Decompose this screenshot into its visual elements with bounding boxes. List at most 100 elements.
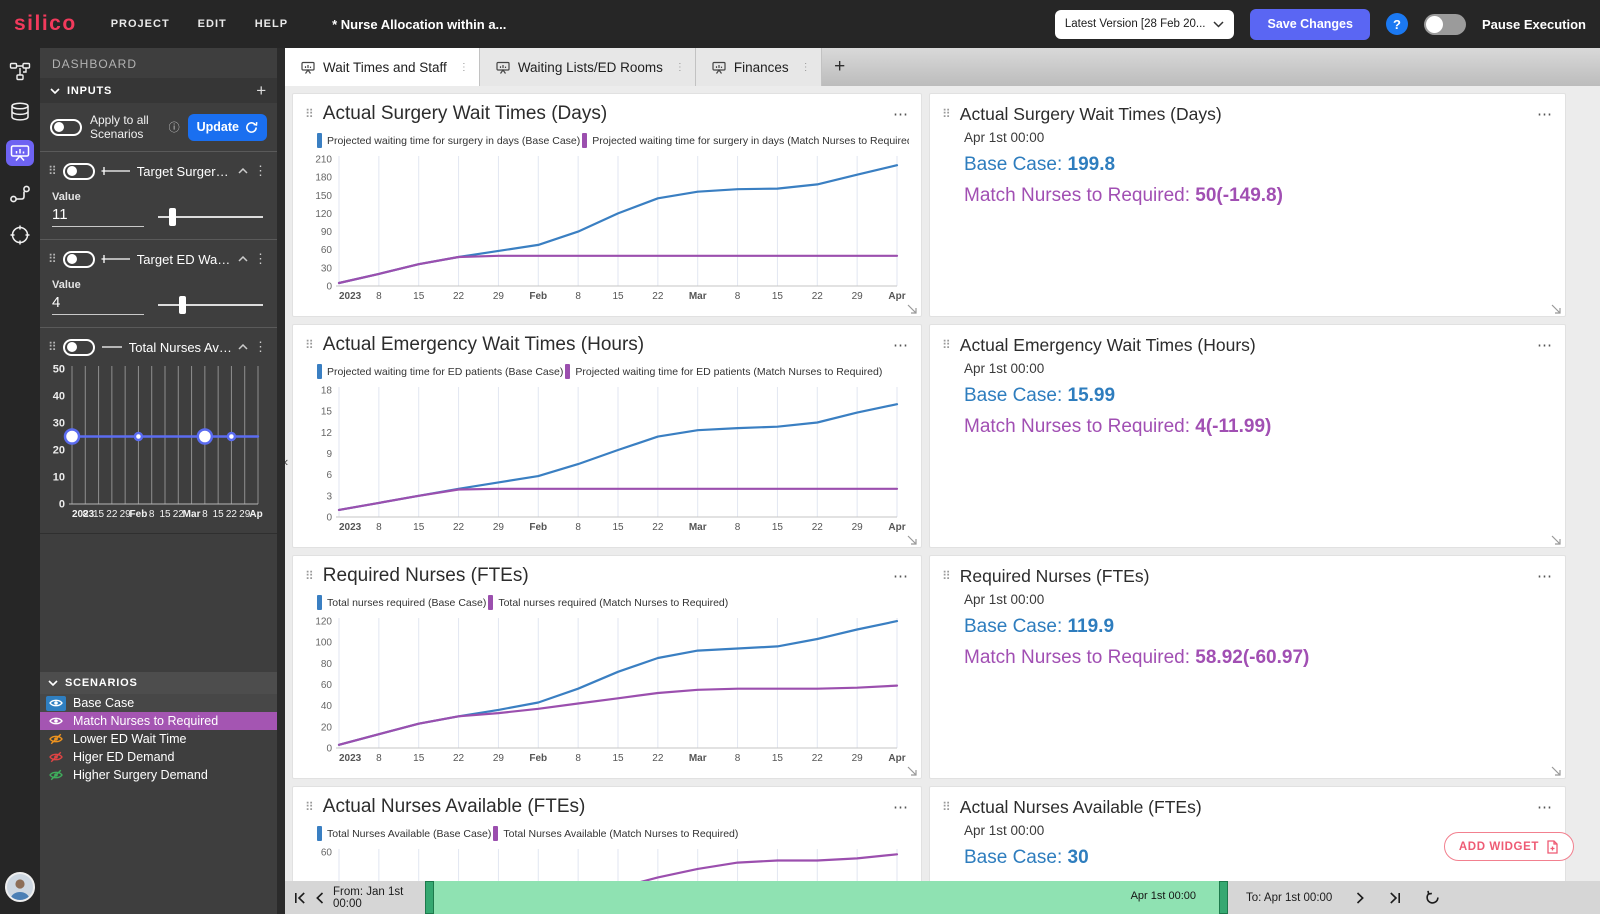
process-flow-icon[interactable] xyxy=(6,181,34,207)
menu-help[interactable]: HELP xyxy=(254,18,289,30)
chevron-up-icon[interactable] xyxy=(238,344,248,350)
drag-handle-icon[interactable]: ⠿ xyxy=(942,107,951,121)
update-button[interactable]: Update xyxy=(187,113,267,141)
slider-handle[interactable] xyxy=(169,207,177,226)
resize-handle-icon[interactable] xyxy=(907,766,917,776)
data-tables-icon[interactable] xyxy=(6,99,34,125)
drag-handle-icon[interactable]: ⠿ xyxy=(942,338,951,352)
value-input[interactable]: 4 xyxy=(52,294,144,315)
resize-handle-icon[interactable] xyxy=(907,304,917,314)
match-scenario-value: Match Nurses to Required: 4(-11.99) xyxy=(964,416,1272,437)
help-icon[interactable]: ? xyxy=(1385,13,1408,35)
input-toggle[interactable] xyxy=(62,162,95,180)
svg-text:0: 0 xyxy=(326,744,332,755)
tab-label: Wait Times and Staff xyxy=(323,59,447,75)
line-chart[interactable]: 0 30 60 90 120 150 180 210 2023 8 15 22 29 Feb 8 15 22 Ma… xyxy=(305,151,907,303)
drag-handle-icon[interactable]: ⠿ xyxy=(942,569,951,583)
eye-slash-icon[interactable] xyxy=(46,750,66,765)
widget-menu-button[interactable]: ⋯ xyxy=(893,106,909,123)
line-chart[interactable]: 020406020238152229Feb81522Mar8152229Apr xyxy=(305,844,907,881)
svg-text:15: 15 xyxy=(93,509,105,520)
eye-slash-icon[interactable] xyxy=(46,732,66,747)
tab-menu-icon[interactable]: ⋮ xyxy=(800,61,811,73)
scenarios-section-header[interactable]: SCENARIOS xyxy=(40,672,277,694)
resize-handle-icon[interactable] xyxy=(1551,535,1561,545)
line-chart[interactable]: 0 3 6 9 12 15 18 2023 8 15 22 29 Feb 8 15 22 Mar 8 15 22 29 A… xyxy=(305,382,907,534)
widget-menu-button[interactable]: ⋯ xyxy=(893,799,909,816)
version-selector[interactable]: Latest Version [28 Feb 20... xyxy=(1054,9,1235,39)
step-forward-icon[interactable] xyxy=(1356,891,1365,904)
apply-all-scenarios-toggle[interactable] xyxy=(50,118,82,136)
tab-finances[interactable]: Finances ⋮ xyxy=(695,48,822,86)
scenario-lower-ed-wait[interactable]: Lower ED Wait Time xyxy=(40,730,277,748)
value-slider[interactable] xyxy=(158,295,267,314)
tab-menu-icon[interactable]: ⋮ xyxy=(674,61,685,73)
add-widget-button[interactable]: ADD WIDGET xyxy=(1443,832,1574,861)
tab-wait-times-and-staff[interactable]: Wait Times and Staff ⋮ xyxy=(285,48,480,86)
chevron-up-icon[interactable] xyxy=(238,168,248,174)
drag-handle-icon[interactable]: ⠿ xyxy=(48,252,57,266)
kebab-menu-icon[interactable]: ⋮ xyxy=(254,339,267,354)
svg-text:22: 22 xyxy=(453,522,465,533)
menu-project[interactable]: PROJECT xyxy=(110,18,170,30)
resize-handle-icon[interactable] xyxy=(907,535,917,545)
eye-icon[interactable] xyxy=(46,713,66,729)
widget-menu-button[interactable]: ⋯ xyxy=(1537,568,1553,585)
drag-handle-icon[interactable]: ⠿ xyxy=(305,800,314,814)
tab-menu-icon[interactable]: ⋮ xyxy=(458,61,469,73)
dashboard-icon[interactable] xyxy=(6,140,34,166)
value-input[interactable]: 11 xyxy=(52,206,144,227)
user-avatar[interactable] xyxy=(5,872,35,902)
scenario-base-case[interactable]: Base Case xyxy=(40,694,277,712)
scenario-higer-ed-demand[interactable]: Higer ED Demand xyxy=(40,748,277,766)
svg-text:15: 15 xyxy=(413,522,425,533)
chevron-up-icon[interactable] xyxy=(238,256,248,262)
drag-handle-icon[interactable]: ⠿ xyxy=(305,338,314,352)
range-start-handle[interactable] xyxy=(425,881,434,914)
input-toggle[interactable] xyxy=(62,250,95,268)
eye-icon[interactable] xyxy=(46,695,66,711)
timeline-range-slider[interactable]: Apr 1st 00:00 xyxy=(425,881,1228,914)
drag-handle-icon[interactable]: ⠿ xyxy=(305,107,314,121)
drag-handle-icon[interactable]: ⠿ xyxy=(942,800,951,814)
scenario-higher-surgery-demand[interactable]: Higher Surgery Demand xyxy=(40,766,277,784)
slider-handle[interactable] xyxy=(178,295,186,314)
input-toggle[interactable] xyxy=(62,338,95,356)
widget-menu-button[interactable]: ⋯ xyxy=(893,568,909,585)
tab-waiting-lists-ed-rooms[interactable]: Waiting Lists/ED Rooms ⋮ xyxy=(479,48,696,86)
add-tab-button[interactable]: + xyxy=(834,56,846,77)
svg-text:40: 40 xyxy=(321,701,333,712)
svg-text:15: 15 xyxy=(772,522,784,533)
drag-handle-icon[interactable]: ⠿ xyxy=(305,569,314,583)
drag-handle-icon[interactable]: ⠿ xyxy=(48,340,57,354)
widget-menu-button[interactable]: ⋯ xyxy=(1537,799,1553,816)
drag-handle-icon[interactable]: ⠿ xyxy=(48,164,57,178)
save-changes-button[interactable]: Save Changes xyxy=(1250,8,1370,40)
kebab-menu-icon[interactable]: ⋮ xyxy=(254,163,267,178)
line-chart[interactable]: 0 20 40 60 80 100 120 2023 8 15 22 29 Feb 8 15 22 Mar 8 15… xyxy=(305,613,907,765)
widget-menu-button[interactable]: ⋯ xyxy=(893,337,909,354)
eye-slash-icon[interactable] xyxy=(46,768,66,783)
widget-menu-button[interactable]: ⋯ xyxy=(1537,337,1553,354)
pause-execution-toggle[interactable] xyxy=(1423,13,1466,35)
step-back-icon[interactable] xyxy=(315,891,324,904)
target-icon[interactable] xyxy=(6,222,34,248)
value-slider[interactable] xyxy=(158,207,267,226)
widget-menu-button[interactable]: ⋯ xyxy=(1537,106,1553,123)
resize-handle-icon[interactable] xyxy=(1551,766,1561,776)
range-end-handle[interactable] xyxy=(1219,881,1228,914)
add-input-button[interactable]: + xyxy=(256,80,267,100)
reset-time-icon[interactable] xyxy=(1425,890,1440,905)
resize-handle-icon[interactable] xyxy=(1551,304,1561,314)
scenario-match-nurses[interactable]: Match Nurses to Required xyxy=(40,712,277,730)
svg-text:40: 40 xyxy=(53,391,65,403)
skip-to-end-icon[interactable] xyxy=(1389,891,1401,904)
svg-text:2023: 2023 xyxy=(339,522,362,533)
model-flow-icon[interactable] xyxy=(6,58,34,84)
skip-to-start-icon[interactable] xyxy=(294,891,306,904)
collapse-panel-button[interactable]: « xyxy=(285,454,288,469)
kebab-menu-icon[interactable]: ⋮ xyxy=(254,251,267,266)
menu-edit[interactable]: EDIT xyxy=(197,18,227,30)
inputs-section-header[interactable]: INPUTS + xyxy=(40,78,277,103)
